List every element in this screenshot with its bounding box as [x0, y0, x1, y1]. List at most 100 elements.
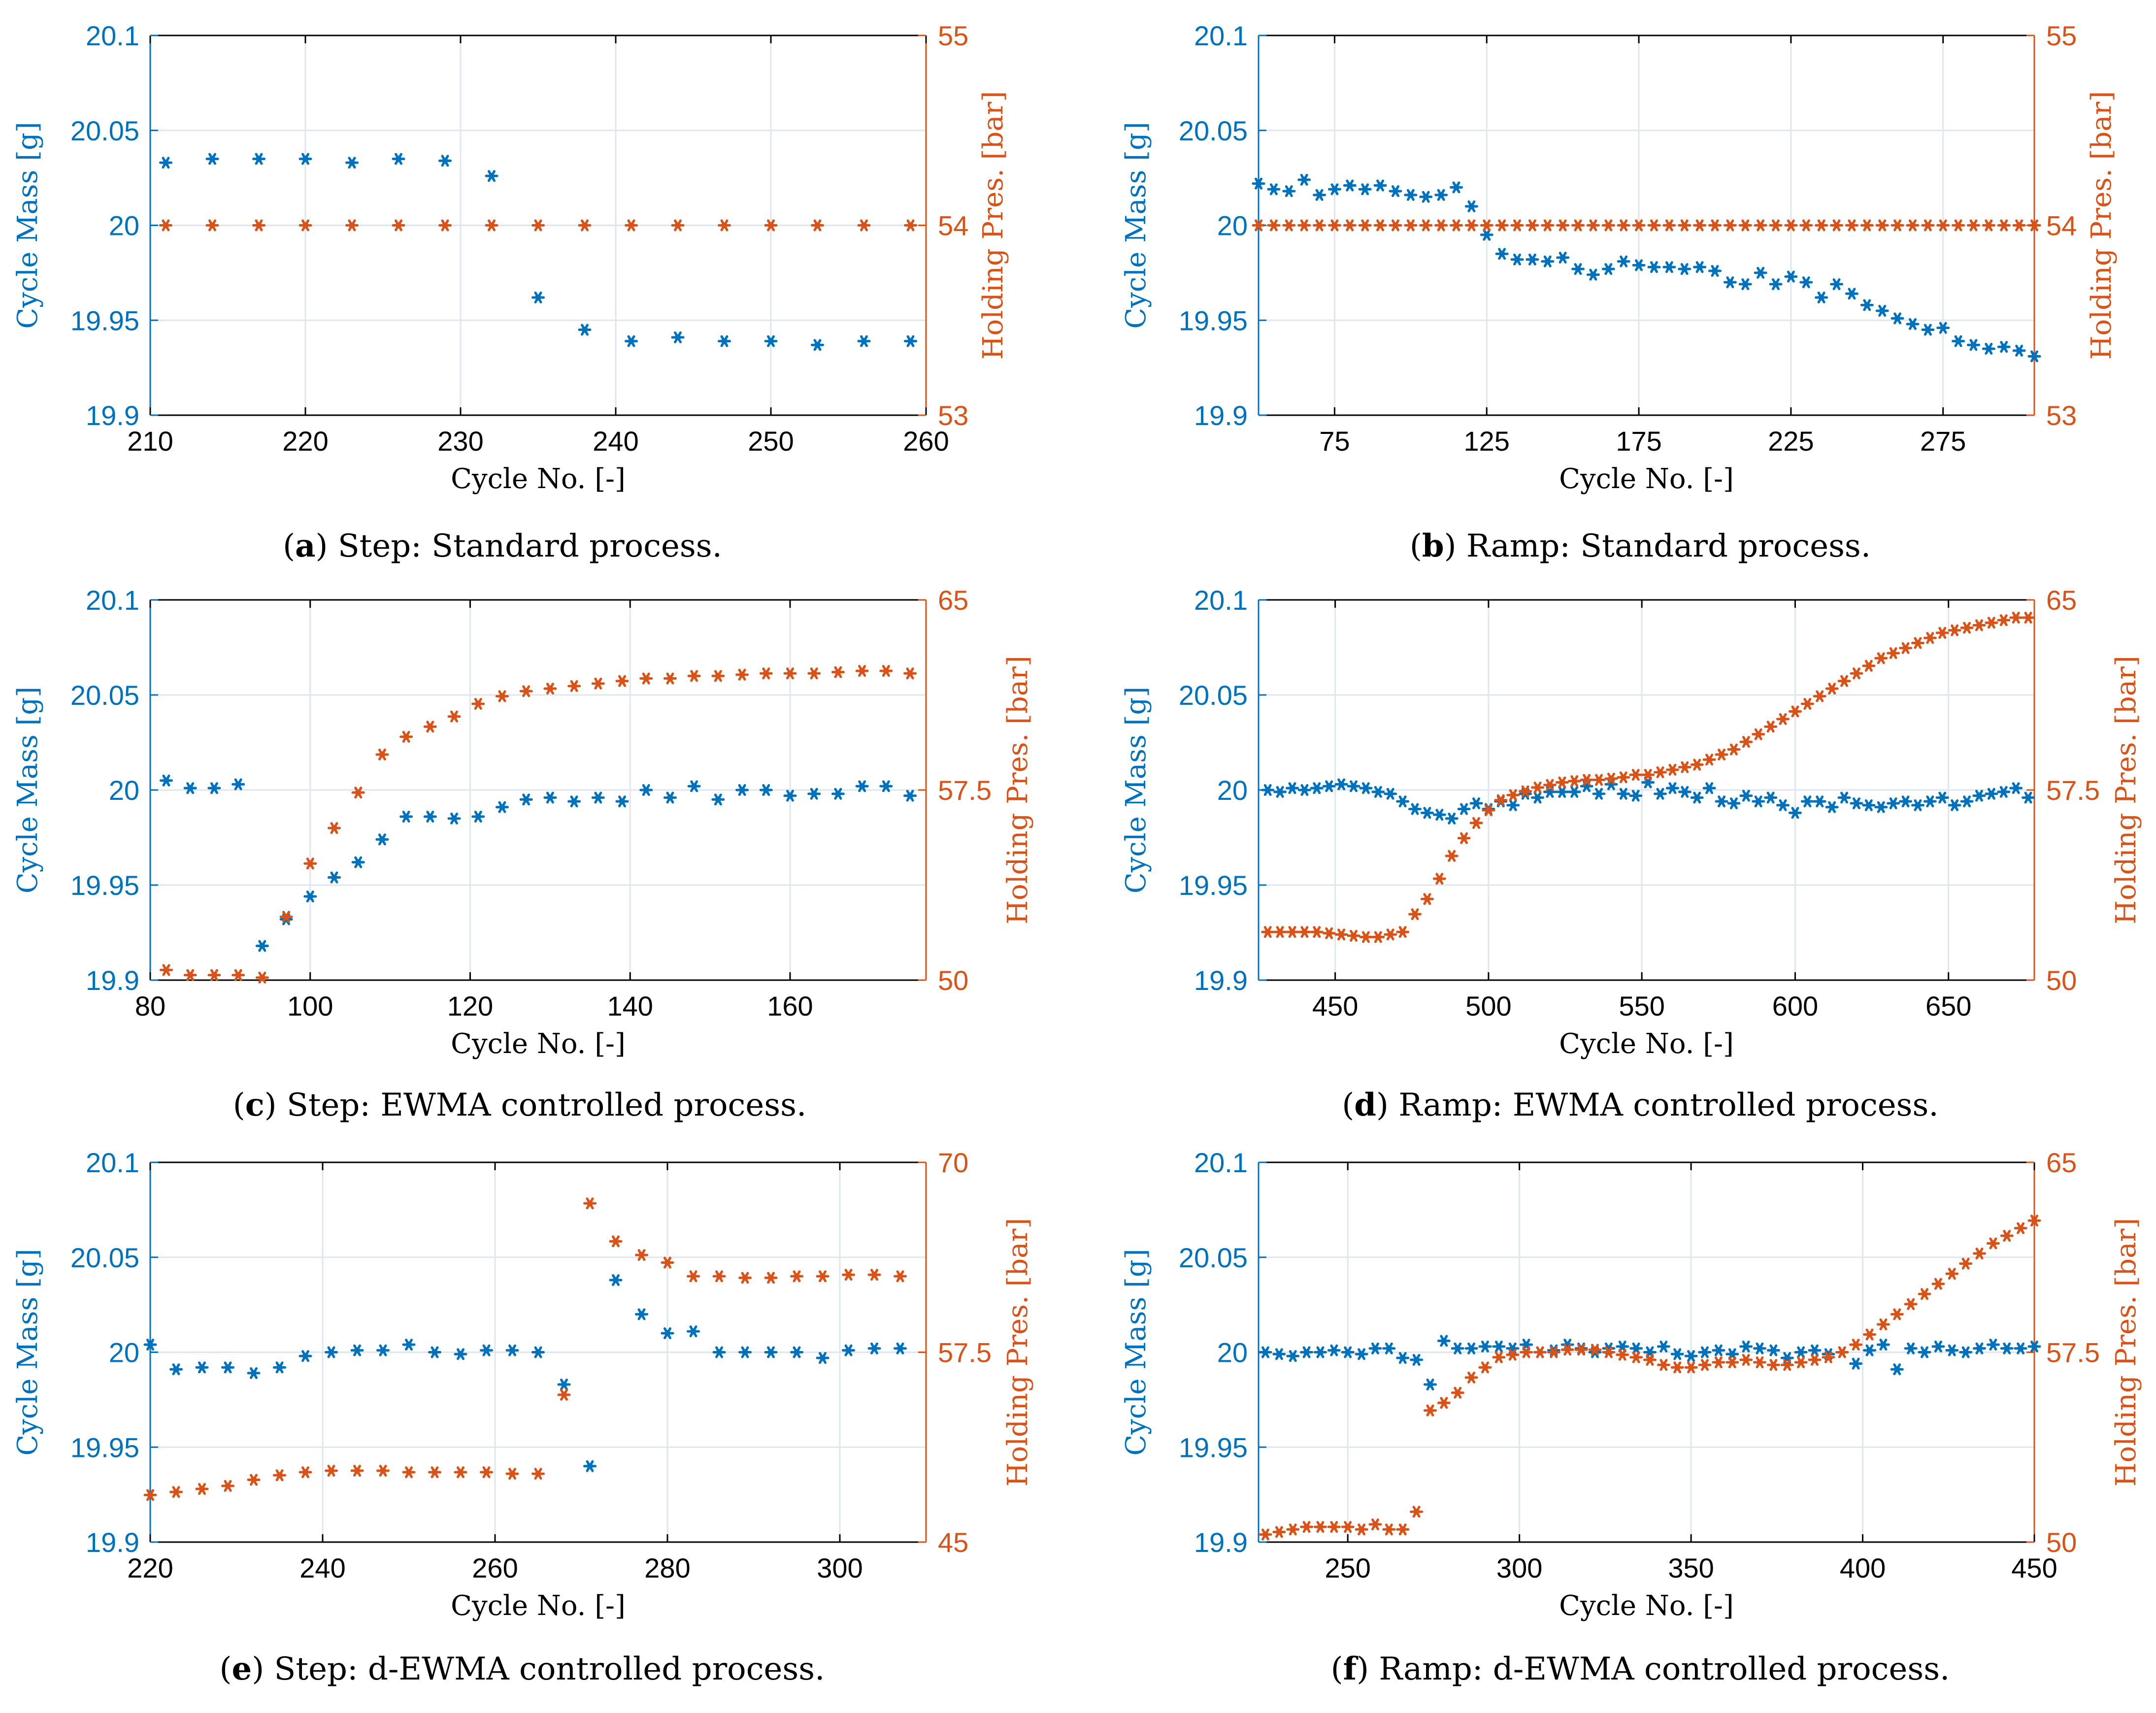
- y-tick-label: 19.95: [70, 305, 139, 336]
- pressure-point: [351, 787, 365, 799]
- series-cycle-mass: [143, 1274, 907, 1472]
- pressure-point: [591, 677, 605, 690]
- pressure-point: [1588, 1344, 1602, 1356]
- mass-point: [1815, 291, 1828, 304]
- pressure-point: [1327, 1521, 1341, 1533]
- pressure-point: [1629, 1351, 1643, 1363]
- pressure-point: [1616, 1349, 1629, 1361]
- mass-point: [2012, 344, 2026, 357]
- mass-point: [505, 1344, 519, 1356]
- x-tick-label: 280: [644, 1552, 690, 1583]
- mass-point: [1911, 799, 1924, 811]
- y-tick-label: 20.05: [70, 680, 139, 711]
- mass-point: [831, 788, 845, 800]
- pressure-point: [1322, 927, 1336, 939]
- pressure-point: [543, 683, 557, 695]
- mass-point: [2000, 1342, 2014, 1354]
- pressure-point: [423, 721, 437, 733]
- series-holding-pressure: [159, 665, 917, 984]
- pressure-point: [816, 1270, 829, 1283]
- mass-point: [375, 833, 389, 846]
- mass-point: [1923, 795, 1937, 808]
- mass-point: [1343, 179, 1357, 192]
- pressure-point: [392, 219, 405, 231]
- pressure-point: [855, 665, 869, 677]
- pressure-point: [1541, 219, 1555, 231]
- mass-point: [1723, 276, 1737, 289]
- y-axis-label: Cycle Mass [g]: [1120, 122, 1152, 329]
- mass-point: [1419, 191, 1433, 203]
- series-cycle-mass: [159, 153, 917, 351]
- pressure-point: [1862, 1328, 1876, 1341]
- pressure-point: [279, 911, 293, 923]
- pressure-point: [1875, 219, 1889, 231]
- pressure-point: [531, 1468, 545, 1480]
- pressure-point: [1972, 619, 1986, 631]
- mass-point: [1906, 318, 1920, 330]
- mass-point: [1434, 189, 1448, 201]
- mass-point: [402, 1339, 416, 1351]
- pressure-point: [159, 219, 172, 231]
- pressure-point: [299, 1466, 312, 1479]
- mass-point: [1945, 1344, 1959, 1356]
- pressure-point: [1825, 683, 1839, 695]
- mass-point: [1712, 1344, 1725, 1356]
- mass-point: [1389, 185, 1402, 198]
- mass-point: [663, 791, 677, 804]
- pressure-point: [1948, 624, 1961, 636]
- pressure-point: [1723, 219, 1737, 231]
- y-tick-label: 20.1: [86, 585, 139, 616]
- pressure-point: [247, 1474, 261, 1486]
- pressure-point: [1604, 772, 1618, 785]
- pressure-point: [252, 219, 265, 231]
- mass-point: [1690, 791, 1704, 804]
- mass-point: [1359, 782, 1373, 794]
- pressure-point: [790, 1270, 803, 1283]
- pressure-point: [1923, 632, 1937, 644]
- pressure-point: [1445, 850, 1459, 862]
- mass-point: [1469, 797, 1483, 810]
- pressure-point: [1520, 1346, 1533, 1358]
- pressure-point: [1492, 1351, 1506, 1363]
- mass-point: [1629, 790, 1643, 802]
- mass-point: [687, 780, 701, 792]
- pressure-point: [1738, 219, 1752, 231]
- mass-point: [1437, 1335, 1451, 1347]
- pressure-point: [1469, 817, 1483, 829]
- pressure-point: [1769, 219, 1783, 231]
- pressure-point: [1494, 794, 1508, 806]
- x-tick-label: 80: [135, 990, 166, 1021]
- caption-text: ) Ramp: d-EWMA controlled process.: [1357, 1651, 1950, 1687]
- pressure-point: [1654, 766, 1667, 778]
- mass-point: [1267, 183, 1281, 196]
- pressure-point: [1997, 614, 2011, 626]
- mass-point: [447, 812, 461, 824]
- pressure-point: [531, 219, 545, 231]
- mass-point: [531, 1346, 545, 1358]
- mass-point: [855, 780, 869, 792]
- pressure-point: [879, 665, 893, 677]
- pressure-point: [1358, 219, 1372, 231]
- pressure-point: [1510, 219, 1524, 231]
- mass-point: [1960, 795, 1974, 808]
- chart-panel-b: 75 125 175 225 275 19.9 19.95 20 20.05 20.1 53 54 55…: [1120, 20, 2118, 564]
- y-tick-label: 20.05: [1179, 680, 1248, 711]
- mass-point: [1874, 801, 1888, 813]
- series-cycle-mass: [1261, 776, 2035, 824]
- pressure-point: [1617, 771, 1630, 784]
- pressure-point: [1571, 219, 1585, 231]
- pressure-point: [2027, 1215, 2041, 1227]
- mass-point: [1799, 276, 1813, 289]
- pressure-point: [625, 219, 638, 231]
- pressure-point: [350, 1465, 364, 1477]
- pressure-point: [1850, 667, 1863, 680]
- mass-point: [252, 153, 265, 165]
- pressure-point: [1437, 1397, 1451, 1409]
- mass-point: [543, 791, 557, 804]
- pressure-point: [2027, 219, 2041, 231]
- mass-point: [816, 1352, 829, 1364]
- pressure-point: [1862, 659, 1876, 672]
- mass-point: [903, 790, 917, 802]
- y-tick-label: 20.05: [1179, 1242, 1248, 1273]
- pressure-point: [1423, 1404, 1437, 1417]
